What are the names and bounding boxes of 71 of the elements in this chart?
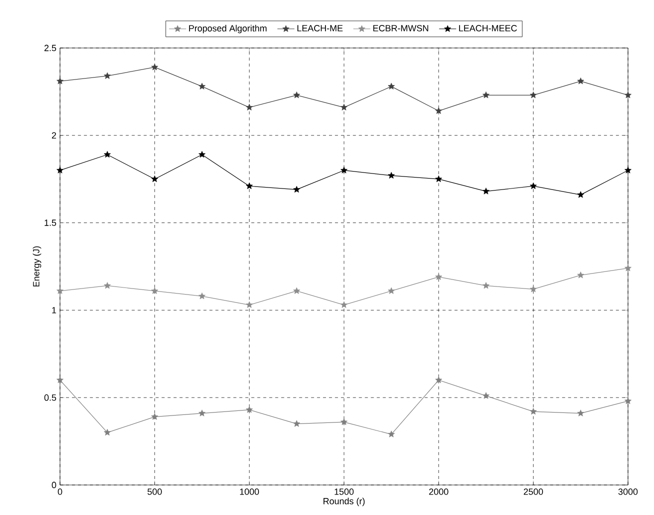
point bbox=[104, 72, 111, 79]
x-tick-label: 3000 bbox=[618, 488, 638, 495]
point bbox=[56, 287, 64, 294]
x-tick-label: 1000 bbox=[240, 488, 259, 495]
point bbox=[151, 413, 158, 420]
point bbox=[530, 182, 537, 190]
point bbox=[435, 273, 442, 280]
point bbox=[577, 78, 584, 84]
point bbox=[388, 172, 395, 179]
point bbox=[340, 301, 348, 308]
point bbox=[198, 82, 206, 90]
point bbox=[293, 186, 300, 193]
point bbox=[104, 150, 111, 158]
point bbox=[56, 78, 64, 84]
point bbox=[577, 410, 584, 416]
point bbox=[151, 175, 158, 182]
point bbox=[293, 92, 300, 98]
y-tick-label: 1 bbox=[52, 307, 56, 314]
point bbox=[293, 420, 300, 427]
point bbox=[577, 191, 584, 198]
point bbox=[624, 92, 632, 98]
point bbox=[435, 107, 442, 114]
y-tick-label: 0 bbox=[52, 482, 56, 488]
y-axis-title: Energy (J) bbox=[32, 246, 42, 286]
x-tick-label: 2000 bbox=[429, 488, 448, 495]
x-tick-label: 1500 bbox=[334, 488, 354, 495]
point bbox=[482, 188, 490, 194]
point bbox=[198, 410, 206, 416]
legend-label: LEACH-ME bbox=[297, 25, 343, 32]
x-tick-label: 2500 bbox=[524, 488, 543, 495]
x-axis-title: Rounds (r) bbox=[324, 498, 365, 506]
point bbox=[388, 430, 395, 438]
y-tick-label: 2 bbox=[52, 132, 56, 139]
point bbox=[388, 82, 395, 90]
point bbox=[340, 418, 348, 426]
point bbox=[435, 175, 442, 182]
point bbox=[435, 376, 442, 384]
point bbox=[482, 392, 490, 399]
point bbox=[530, 286, 537, 292]
legend-label: LEACH-MEEC bbox=[459, 25, 517, 32]
point bbox=[56, 166, 64, 174]
point bbox=[198, 150, 206, 158]
point bbox=[246, 182, 253, 190]
point bbox=[246, 301, 253, 308]
point bbox=[530, 408, 537, 415]
point bbox=[577, 272, 584, 278]
point bbox=[293, 287, 300, 294]
point bbox=[388, 287, 395, 294]
legend-label: Proposed Algorithm bbox=[189, 24, 267, 34]
point bbox=[340, 104, 348, 110]
point bbox=[104, 282, 111, 289]
point bbox=[198, 292, 206, 300]
y-tick-label: 0.5 bbox=[44, 394, 56, 401]
x-tick-label: 500 bbox=[148, 488, 162, 495]
point bbox=[482, 282, 490, 289]
point bbox=[624, 264, 632, 272]
point bbox=[530, 92, 537, 98]
x-tick-label: 0 bbox=[58, 488, 62, 495]
legend-label: ECBR-MWSN bbox=[373, 25, 428, 32]
y-tick-label: 2.5 bbox=[44, 44, 56, 52]
point bbox=[624, 166, 632, 174]
point bbox=[624, 397, 632, 404]
point bbox=[151, 287, 158, 294]
point bbox=[56, 376, 64, 384]
point bbox=[246, 104, 253, 110]
point bbox=[151, 64, 158, 70]
point bbox=[340, 166, 348, 174]
point bbox=[482, 92, 490, 98]
point bbox=[246, 406, 253, 413]
y-tick-label: 1.5 bbox=[44, 220, 56, 226]
point bbox=[104, 428, 111, 436]
